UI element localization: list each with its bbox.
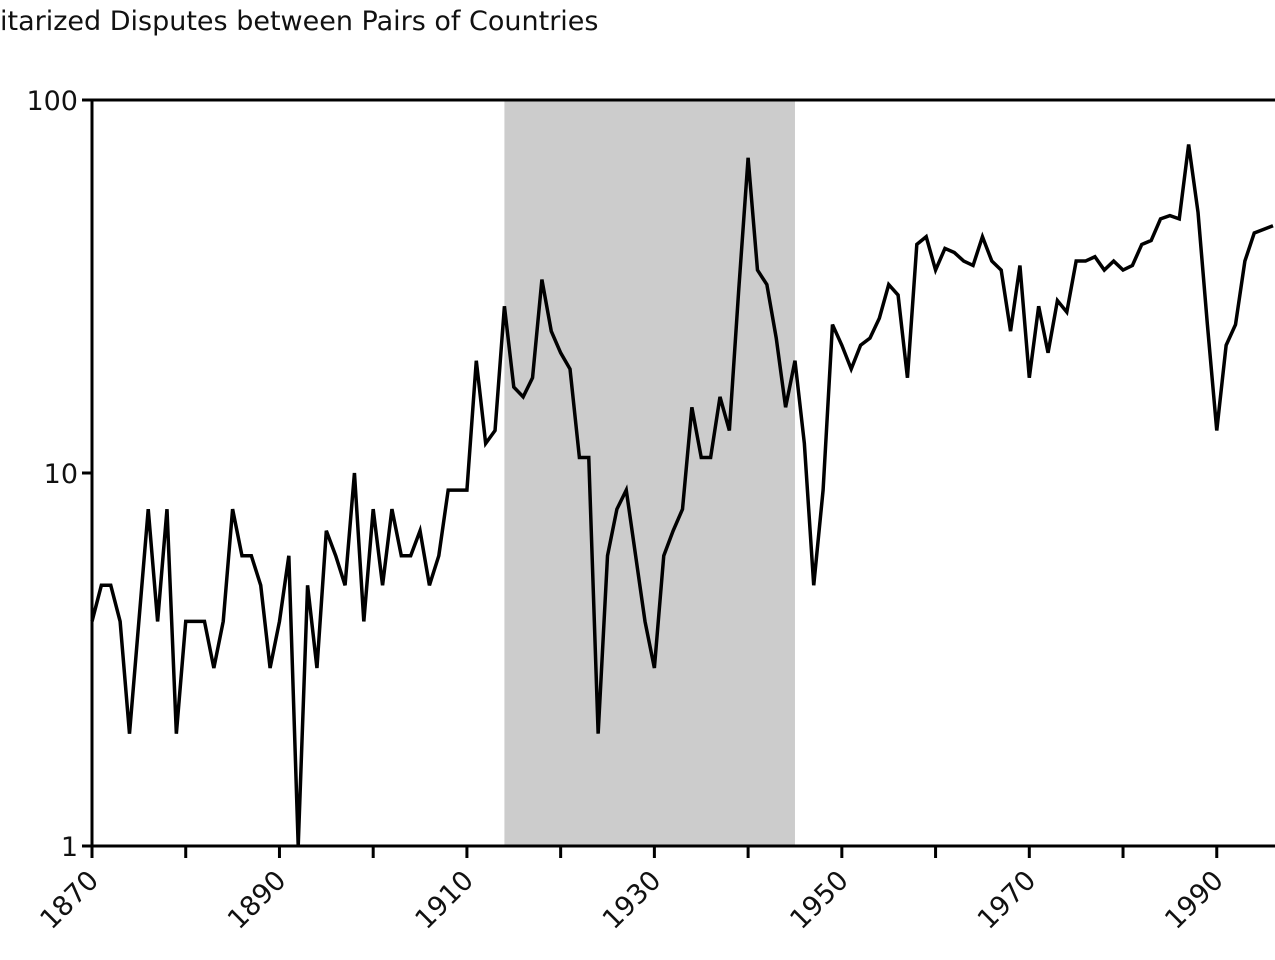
- x-tick-label: 1970: [972, 865, 1043, 936]
- data-line: [90, 144, 1274, 847]
- y-tick-label: 1: [61, 832, 78, 863]
- x-tick-label: 1950: [784, 865, 855, 936]
- x-tick-label: 1930: [597, 865, 668, 936]
- chart-title: itarized Disputes between Pairs of Count…: [0, 6, 598, 37]
- x-tick-label: 1870: [34, 865, 105, 936]
- x-tick-label: 1910: [409, 865, 480, 936]
- y-tick-label: 100: [26, 86, 78, 117]
- shaded-period: [504, 100, 795, 846]
- x-tick-label: 1990: [1159, 865, 1230, 936]
- y-tick-label: 10: [44, 459, 78, 490]
- x-tick-label: 1890: [222, 865, 293, 936]
